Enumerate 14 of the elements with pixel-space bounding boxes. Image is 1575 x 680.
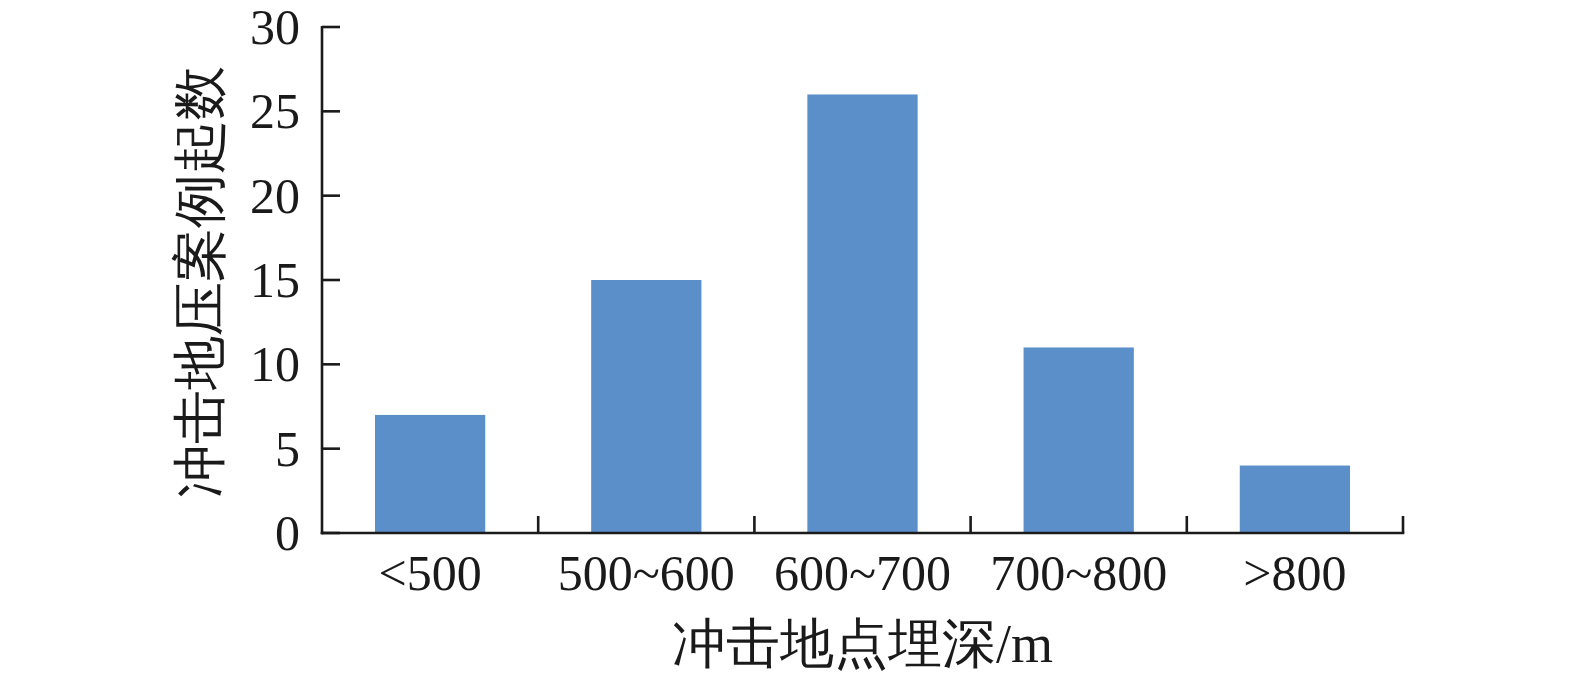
y-tick-label: 30 [250, 0, 300, 55]
x-tick-label: 600~700 [773, 545, 952, 601]
y-tick-label: 25 [250, 83, 300, 140]
x-tick-label: 700~800 [990, 545, 1168, 601]
x-tick-label: 500~600 [557, 545, 735, 601]
y-tick-label: 20 [250, 167, 300, 224]
y-tick-label: 10 [250, 336, 300, 393]
y-tick-label: 5 [275, 420, 300, 477]
y-tick-label: 15 [250, 252, 300, 308]
y-tick-label: 0 [275, 505, 300, 561]
y-axis-title: 冲击地压案例起数 [170, 66, 230, 498]
x-tick-label: <500 [378, 545, 482, 601]
x-axis-title: 冲击地点埋深/m [671, 614, 1054, 674]
x-tick-label: >800 [1243, 545, 1347, 601]
